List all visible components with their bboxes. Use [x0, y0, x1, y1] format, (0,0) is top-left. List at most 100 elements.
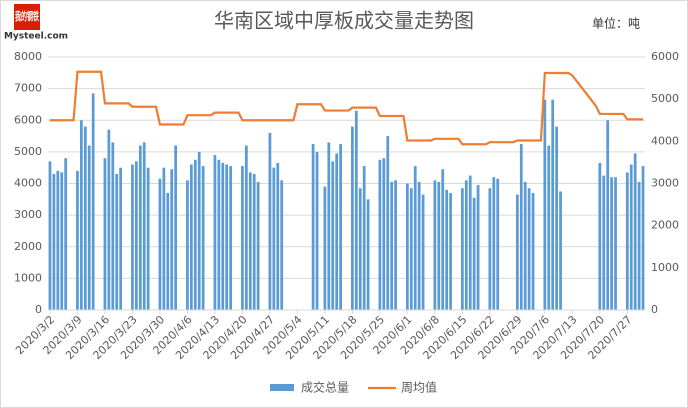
- bar: [197, 151, 201, 310]
- bar: [555, 126, 559, 310]
- bar: [606, 120, 610, 310]
- bar: [468, 175, 472, 310]
- bar: [366, 199, 370, 310]
- bar: [103, 158, 107, 310]
- bar: [492, 177, 496, 310]
- bar: [437, 181, 441, 310]
- bar: [280, 180, 284, 310]
- y2-tick-label: 2000: [651, 219, 679, 232]
- bar: [91, 93, 95, 311]
- logo-cn: 我的钢铁: [15, 9, 39, 23]
- y2-tick-label: 6000: [651, 50, 679, 63]
- bar: [358, 188, 362, 310]
- bar: [311, 143, 315, 310]
- bar: [610, 177, 613, 310]
- chart-title: 华南区域中厚板成交量走势图: [214, 9, 474, 33]
- bar: [52, 174, 56, 310]
- bar: [56, 170, 60, 310]
- bar: [527, 188, 531, 310]
- y-tick-label: 1000: [14, 271, 42, 284]
- y-tick-label: 3000: [14, 208, 42, 221]
- y-tick-label: 2000: [14, 240, 42, 253]
- bar: [496, 178, 500, 310]
- bar: [131, 164, 134, 310]
- bar: [339, 143, 342, 310]
- bar: [488, 188, 492, 310]
- bar: [421, 194, 425, 310]
- bar: [629, 164, 633, 310]
- bar: [382, 158, 386, 310]
- y-tick-label: 7000: [14, 82, 42, 95]
- bar: [268, 132, 272, 310]
- bar: [213, 155, 217, 310]
- bar: [614, 177, 617, 310]
- logo-en: Mysteel.com: [4, 32, 68, 42]
- bar: [166, 192, 170, 310]
- bar: [134, 161, 138, 310]
- bar: [256, 181, 260, 310]
- legend-swatch: [270, 384, 294, 391]
- bar: [162, 167, 166, 310]
- bar: [87, 145, 91, 310]
- bar: [225, 164, 229, 310]
- bar: [354, 110, 358, 310]
- bar: [323, 186, 327, 310]
- bar: [445, 189, 449, 310]
- bar: [115, 174, 119, 310]
- bar: [146, 167, 150, 310]
- y2-tick-label: 5000: [651, 92, 679, 105]
- bar: [217, 159, 221, 310]
- bar: [111, 142, 115, 310]
- bar: [229, 166, 233, 310]
- bar: [476, 185, 480, 310]
- bar: [633, 153, 637, 310]
- y2-tick-label: 0: [651, 303, 658, 316]
- bar: [60, 172, 64, 310]
- y-tick-label: 0: [35, 303, 42, 316]
- bar: [409, 188, 413, 310]
- bar: [174, 145, 178, 310]
- bar: [390, 181, 394, 310]
- bar: [48, 161, 52, 310]
- bar: [378, 159, 382, 310]
- bar: [386, 136, 390, 310]
- bar: [625, 172, 629, 310]
- bar: [413, 166, 417, 310]
- bar: [252, 174, 256, 310]
- bar: [138, 145, 142, 310]
- bar: [641, 166, 645, 310]
- y2-tick-label: 3000: [651, 177, 679, 190]
- bar: [83, 126, 87, 310]
- logo-box: [14, 4, 40, 30]
- bar: [170, 169, 174, 310]
- bar: [433, 180, 437, 310]
- bar: [158, 178, 162, 310]
- bar: [327, 142, 331, 310]
- bar: [315, 151, 319, 310]
- y-tick-label: 8000: [14, 50, 42, 63]
- bar: [186, 180, 189, 310]
- y2-tick-label: 1000: [651, 261, 679, 274]
- bar: [119, 167, 123, 310]
- unit-label: 单位：吨: [592, 16, 640, 31]
- bar: [559, 191, 562, 310]
- bar: [241, 166, 244, 310]
- bar: [272, 167, 276, 310]
- bar: [406, 183, 409, 310]
- bar: [598, 162, 602, 310]
- bar: [201, 166, 205, 310]
- bar: [76, 170, 79, 310]
- bar: [637, 181, 641, 310]
- bar: [80, 120, 83, 310]
- bar: [142, 142, 146, 310]
- bar: [515, 194, 519, 310]
- bar: [449, 192, 452, 310]
- bar: [394, 180, 397, 310]
- y-tick-label: 5000: [14, 145, 42, 158]
- bar: [193, 159, 197, 310]
- bar: [551, 99, 555, 310]
- bar: [519, 143, 523, 310]
- bar: [547, 145, 551, 310]
